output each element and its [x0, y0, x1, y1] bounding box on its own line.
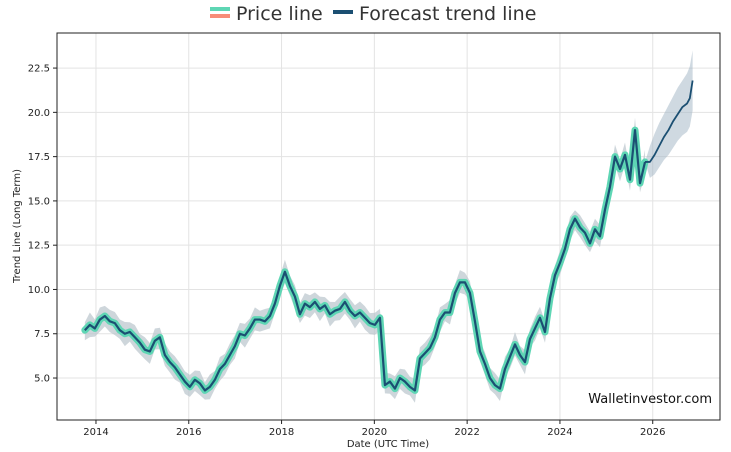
grid-lines [57, 33, 720, 420]
y-tick-label: 15.0 [28, 196, 50, 207]
legend-swatch-forecast [333, 10, 353, 14]
price-line [84, 128, 647, 392]
series-lines [81, 80, 694, 394]
x-tick-label: 2026 [640, 427, 665, 438]
plot-frame [56, 32, 721, 421]
x-tick-label: 2022 [454, 427, 479, 438]
x-tick-label: 2020 [362, 427, 387, 438]
y-tick-label: 12.5 [28, 241, 50, 252]
x-axis: 2014 2016 2018 2020 2022 2024 2026 [83, 420, 665, 438]
forecast-trend-line [645, 80, 694, 163]
y-axis-label: Trend Line (Long Term) [12, 169, 23, 284]
y-tick-label: 22.5 [28, 64, 50, 75]
y-tick-label: 20.0 [28, 108, 50, 119]
legend-label-forecast: Forecast trend line [359, 3, 536, 25]
y-tick-label: 5.0 [34, 374, 50, 385]
confidence-bands [84, 50, 693, 403]
legend: Price line Forecast trend line [210, 3, 536, 25]
legend-label-price: Price line [236, 3, 323, 25]
x-tick-label: 2024 [547, 427, 572, 438]
x-tick-label: 2016 [176, 427, 201, 438]
y-axis: 5.0 7.5 10.0 12.5 15.0 17.5 20.0 22.5 [28, 64, 57, 385]
y-tick-label: 7.5 [34, 329, 50, 340]
x-tick-label: 2018 [269, 427, 294, 438]
forecast-band [645, 50, 693, 178]
y-tick-label: 17.5 [28, 152, 50, 163]
x-axis-label: Date (UTC Time) [347, 439, 429, 450]
y-tick-label: 10.0 [28, 285, 50, 296]
legend-swatch-price-salmon [210, 14, 230, 18]
x-tick-label: 2014 [83, 427, 108, 438]
legend-swatch-price-teal [210, 7, 230, 11]
watermark: Walletinvestor.com [588, 392, 712, 407]
